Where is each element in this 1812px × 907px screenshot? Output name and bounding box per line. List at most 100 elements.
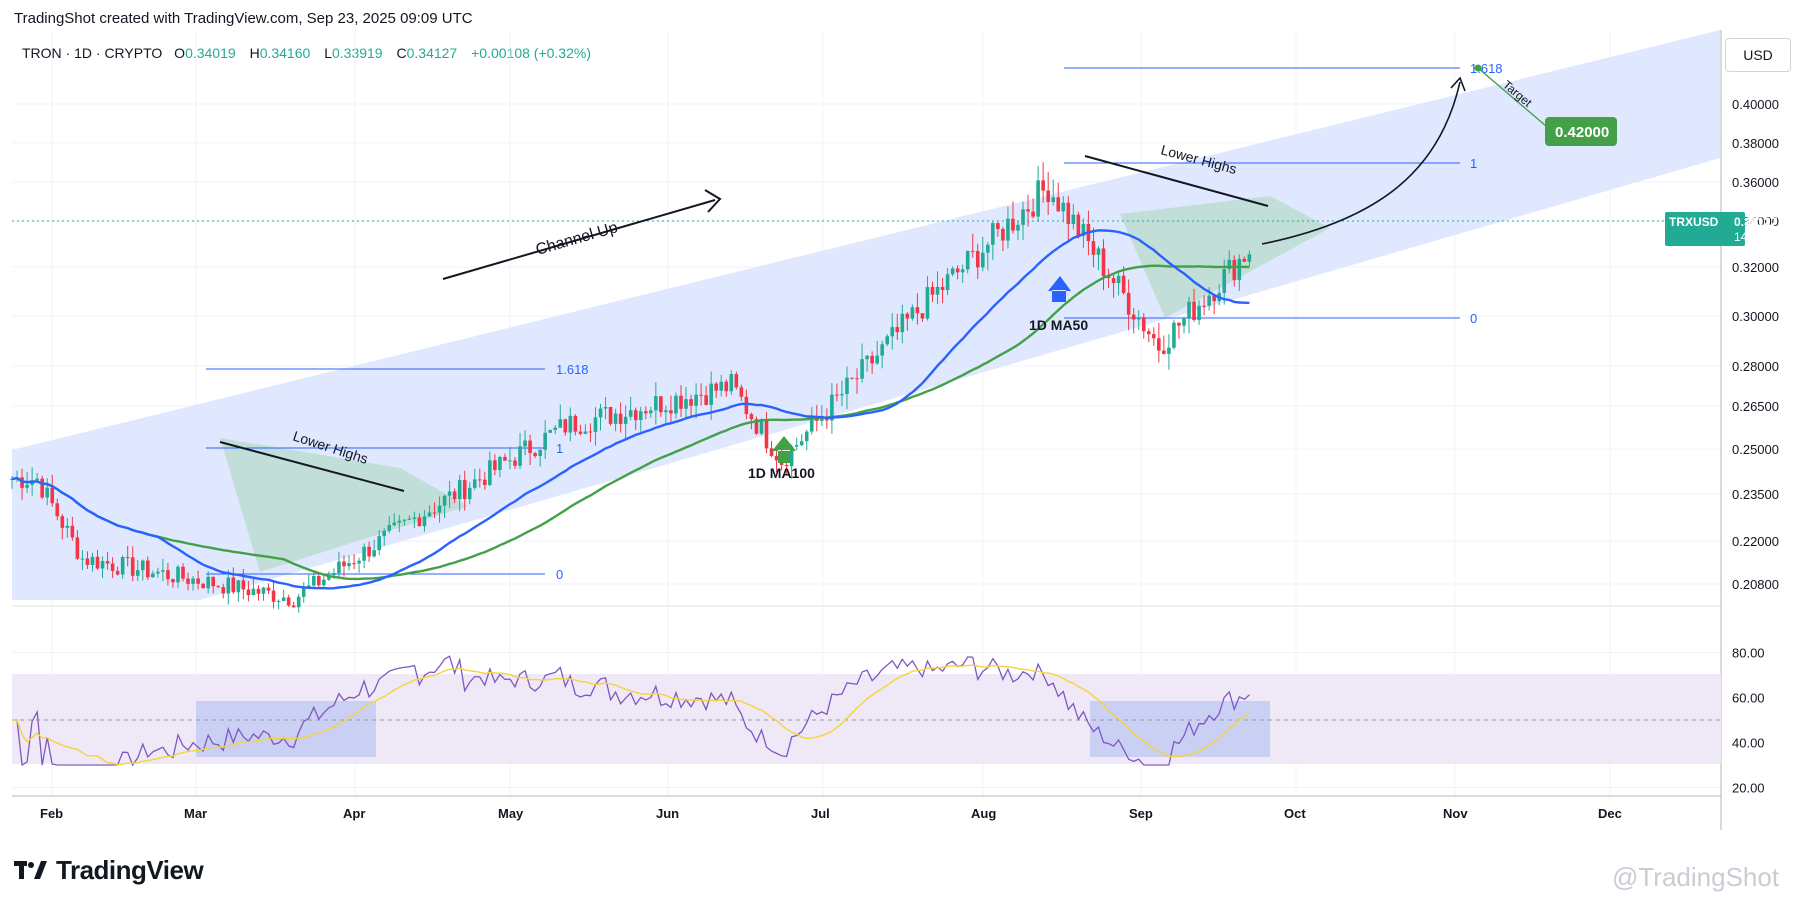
candle-body [573, 415, 578, 432]
candle-body [930, 286, 935, 295]
high-label: H [249, 45, 260, 61]
candle-body [60, 516, 65, 528]
candle-body [1066, 202, 1071, 225]
candle-body [1172, 322, 1176, 348]
tradingview-logo-icon [14, 861, 47, 879]
candle-body [638, 411, 643, 421]
candle-body [1212, 295, 1216, 302]
candle-body [608, 406, 613, 424]
rsi-axis[interactable]: 80.00 60.00 40.00 20.00 [1732, 646, 1765, 796]
channel-up-band [12, 30, 1720, 600]
candle-body [1146, 331, 1151, 335]
tradingview-brand[interactable]: TradingView [14, 852, 204, 888]
candle-body [281, 597, 286, 601]
candle-body [90, 556, 95, 566]
price-tick-label: 0.26500 [1732, 399, 1779, 414]
candle-body [1177, 322, 1181, 326]
candle-body [442, 495, 447, 506]
time-tick-label: Jul [811, 806, 830, 821]
candle-body [613, 413, 618, 424]
time-tick-label: Jun [656, 806, 679, 821]
candle-body [1131, 314, 1136, 320]
candle-body [1076, 214, 1081, 237]
candle-body [900, 313, 905, 333]
candle-body [1046, 190, 1050, 203]
candle-body [286, 597, 291, 606]
candle-body [226, 577, 231, 594]
candle-body [910, 307, 915, 319]
target-point [1474, 64, 1482, 72]
candle-body [623, 416, 628, 424]
candle-body [784, 464, 789, 467]
currency-button[interactable]: USD [1725, 38, 1791, 72]
candle-body [1011, 218, 1015, 231]
candle-body [769, 448, 774, 456]
candle-body [1001, 228, 1005, 241]
candle-body [825, 418, 829, 421]
candle-body [236, 580, 241, 593]
author-watermark: @TradingShot [1612, 862, 1780, 892]
price-tick-label: 0.25000 [1732, 442, 1779, 457]
price-tick-label: 0.40000 [1732, 97, 1779, 112]
candle-body [965, 250, 970, 270]
time-tick-label: May [498, 806, 524, 821]
time-tick-label: Mar [184, 806, 207, 821]
candle-body [457, 480, 462, 500]
candle-body [1227, 259, 1232, 270]
candle-body [176, 566, 180, 583]
candle-body [749, 414, 754, 420]
candle-body [1187, 301, 1191, 318]
price-axis[interactable]: 0.400000.380000.360000.340000.320000.300… [1732, 97, 1779, 592]
time-tick-label: Aug [971, 806, 996, 821]
candle-body [125, 557, 130, 559]
candle-body [1061, 202, 1066, 212]
time-tick-label: Apr [343, 806, 365, 821]
candlestick-series [10, 162, 1252, 613]
rsi-tick-label: 80.00 [1732, 646, 1765, 661]
candle-body [950, 268, 955, 275]
ma50-arrow-icon [1048, 276, 1071, 302]
ma100-arrow-icon [772, 436, 796, 463]
candle-body [880, 344, 884, 356]
candle-body [553, 427, 558, 430]
candle-body [975, 251, 980, 268]
ohlc-legend: TRON · 1D · CRYPTO O0.34019 H0.34160 L0.… [22, 45, 601, 61]
candle-body [95, 556, 100, 569]
candle-body [905, 313, 910, 319]
rsi-highlight-right [1090, 701, 1270, 757]
candle-body [885, 336, 890, 345]
candle-body [211, 576, 215, 587]
candle-body [392, 522, 397, 526]
candle-body [759, 420, 764, 434]
candle-body [1162, 350, 1166, 354]
candle-body [1232, 259, 1237, 281]
time-axis[interactable]: Feb Mar Apr May Jun Jul Aug Sep Oct Nov Dec [40, 806, 1622, 821]
candle-body [704, 395, 708, 405]
triangle-pattern-left [220, 438, 468, 572]
symbol-label[interactable]: TRON · 1D · CRYPTO [22, 45, 163, 61]
candle-body [1116, 275, 1121, 284]
candle-body [452, 491, 457, 500]
candle-body [156, 571, 160, 574]
candle-body [483, 479, 487, 485]
candle-body [206, 576, 210, 589]
candle-body [161, 570, 165, 572]
rsi-line [12, 655, 1250, 767]
time-tick-label: Sep [1129, 806, 1153, 821]
candle-body [1071, 214, 1076, 225]
candle-body [151, 573, 155, 578]
candle-body [1016, 224, 1020, 231]
candle-body [503, 456, 507, 461]
candle-body [870, 355, 874, 364]
candle-body [558, 419, 563, 428]
candle-body [1136, 317, 1141, 320]
candle-body [729, 374, 734, 392]
fib-level-label: 1 [1470, 156, 1477, 171]
candle-body [196, 578, 200, 584]
ma100-label: 1D MA100 [748, 465, 815, 481]
price-tag: TRXUSD 0.34127 14:50:03 [1665, 212, 1781, 246]
candle-body [789, 446, 794, 467]
candle-body [312, 576, 316, 586]
